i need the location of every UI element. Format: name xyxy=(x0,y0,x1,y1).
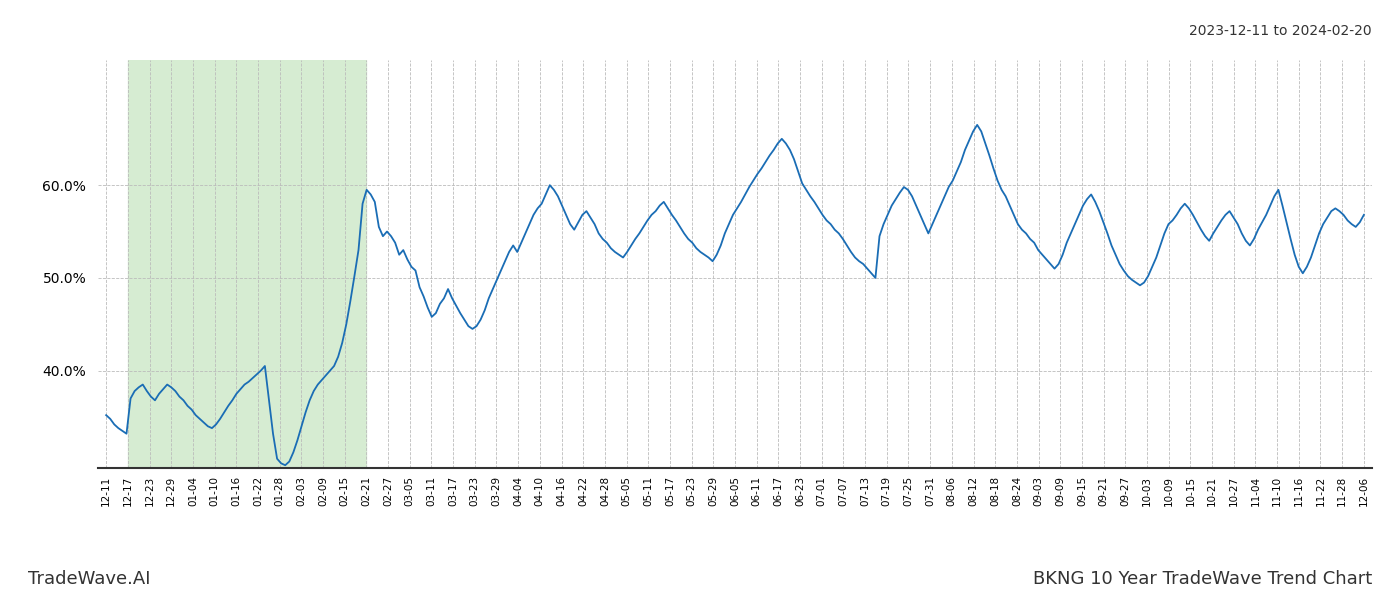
Bar xyxy=(127,60,367,468)
Text: 2023-12-11 to 2024-02-20: 2023-12-11 to 2024-02-20 xyxy=(1190,24,1372,38)
Text: BKNG 10 Year TradeWave Trend Chart: BKNG 10 Year TradeWave Trend Chart xyxy=(1033,570,1372,588)
Text: TradeWave.AI: TradeWave.AI xyxy=(28,570,151,588)
